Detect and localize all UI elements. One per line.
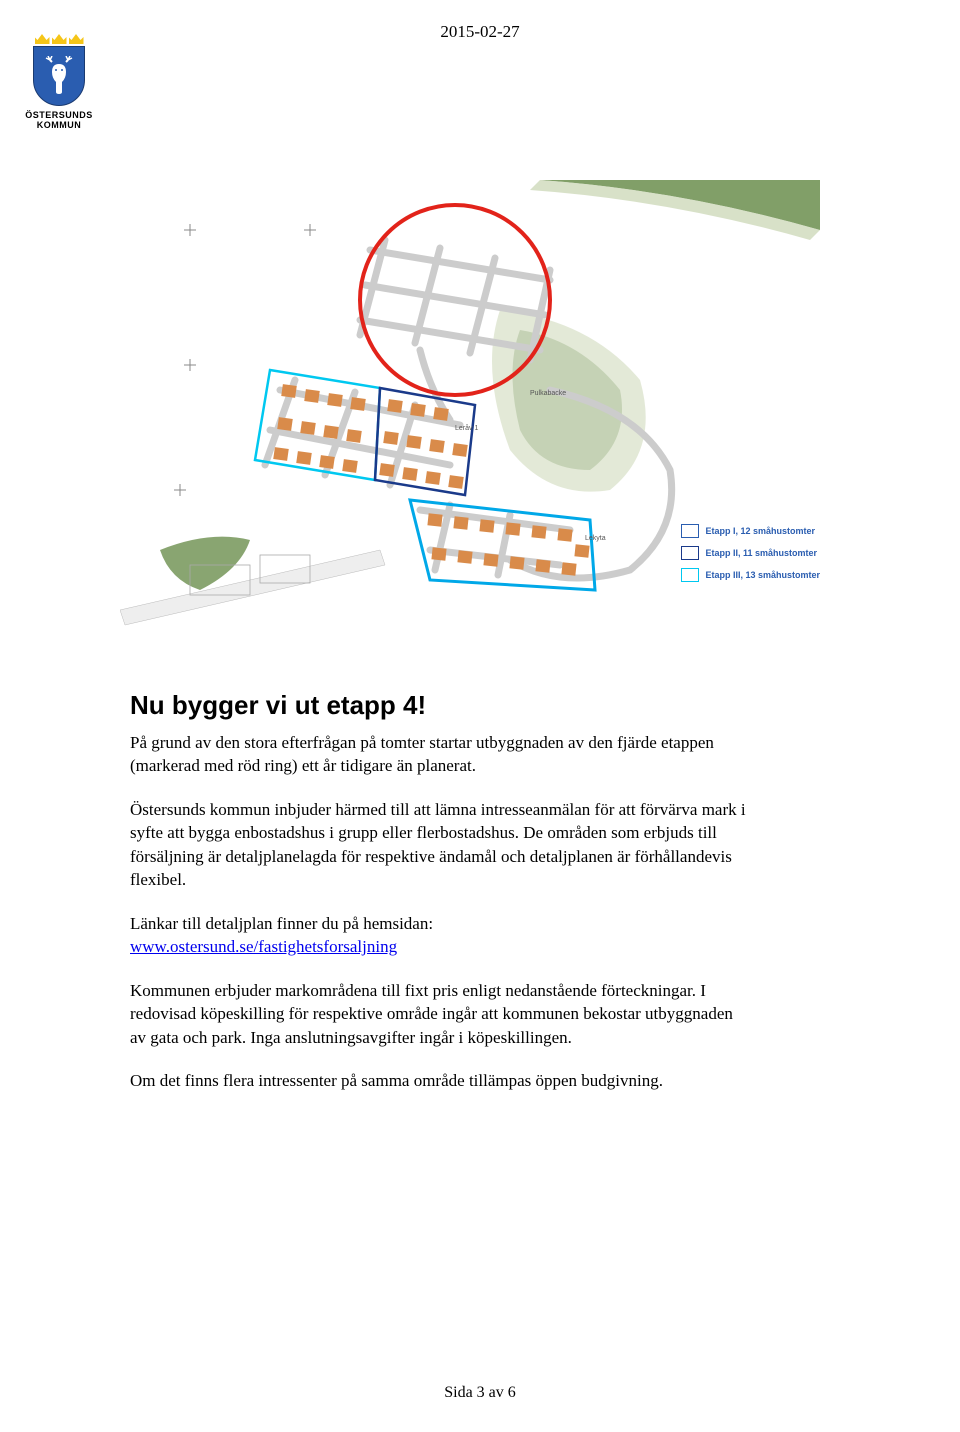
page-heading: Nu bygger vi ut etapp 4! — [130, 690, 750, 721]
legend-label: Etapp II, 11 småhustomter — [705, 548, 817, 558]
crown-icon — [35, 34, 50, 44]
svg-text:Lekyta: Lekyta — [585, 535, 606, 542]
paragraph-bidding: Om det finns flera intressenter på samma… — [130, 1069, 750, 1092]
logo-text-line2: KOMMUN — [37, 120, 82, 130]
logo-text: ÖSTERSUNDS KOMMUN — [25, 111, 93, 131]
paragraph-intro: På grund av den stora efterfrågan på tom… — [130, 731, 750, 778]
svg-text:Leråv 1: Leråv 1 — [455, 424, 478, 432]
legend-swatch — [681, 568, 699, 582]
legend-item: Etapp III, 13 småhustomter — [681, 568, 820, 582]
header-date: 2015-02-27 — [0, 22, 960, 42]
shield-icon — [33, 46, 85, 106]
legend-label: Etapp I, 12 småhustomter — [705, 526, 815, 536]
site-plan-map: Leråv 1 Pulkabacke Lekyta Etapp I, 12 sm… — [120, 170, 840, 640]
link-intro-text: Länkar till detaljplan finner du på hems… — [130, 914, 433, 933]
legend-swatch — [681, 524, 699, 538]
legend-item: Etapp I, 12 småhustomter — [681, 524, 820, 538]
map-legend: Etapp I, 12 småhustomter Etapp II, 11 sm… — [681, 524, 820, 590]
crown-icon — [52, 34, 67, 44]
page-footer: Sida 3 av 6 — [0, 1384, 960, 1402]
legend-swatch — [681, 546, 699, 560]
paragraph-links: Länkar till detaljplan finner du på hems… — [130, 912, 750, 959]
legend-item: Etapp II, 11 småhustomter — [681, 546, 820, 560]
crown-icon — [69, 34, 84, 44]
legend-label: Etapp III, 13 småhustomter — [705, 570, 820, 580]
svg-text:Pulkabacke: Pulkabacke — [530, 390, 566, 397]
main-content: Nu bygger vi ut etapp 4! På grund av den… — [130, 690, 750, 1092]
moose-icon — [42, 56, 76, 96]
paragraph-invitation: Östersunds kommun inbjuder härmed till a… — [130, 798, 750, 892]
logo-text-line1: ÖSTERSUNDS — [25, 110, 93, 120]
crown-row — [35, 34, 84, 44]
paragraph-pricing: Kommunen erbjuder markområdena till fixt… — [130, 979, 750, 1049]
website-link[interactable]: www.ostersund.se/fastighetsforsaljning — [130, 937, 397, 956]
municipality-logo: ÖSTERSUNDS KOMMUN — [20, 34, 98, 131]
